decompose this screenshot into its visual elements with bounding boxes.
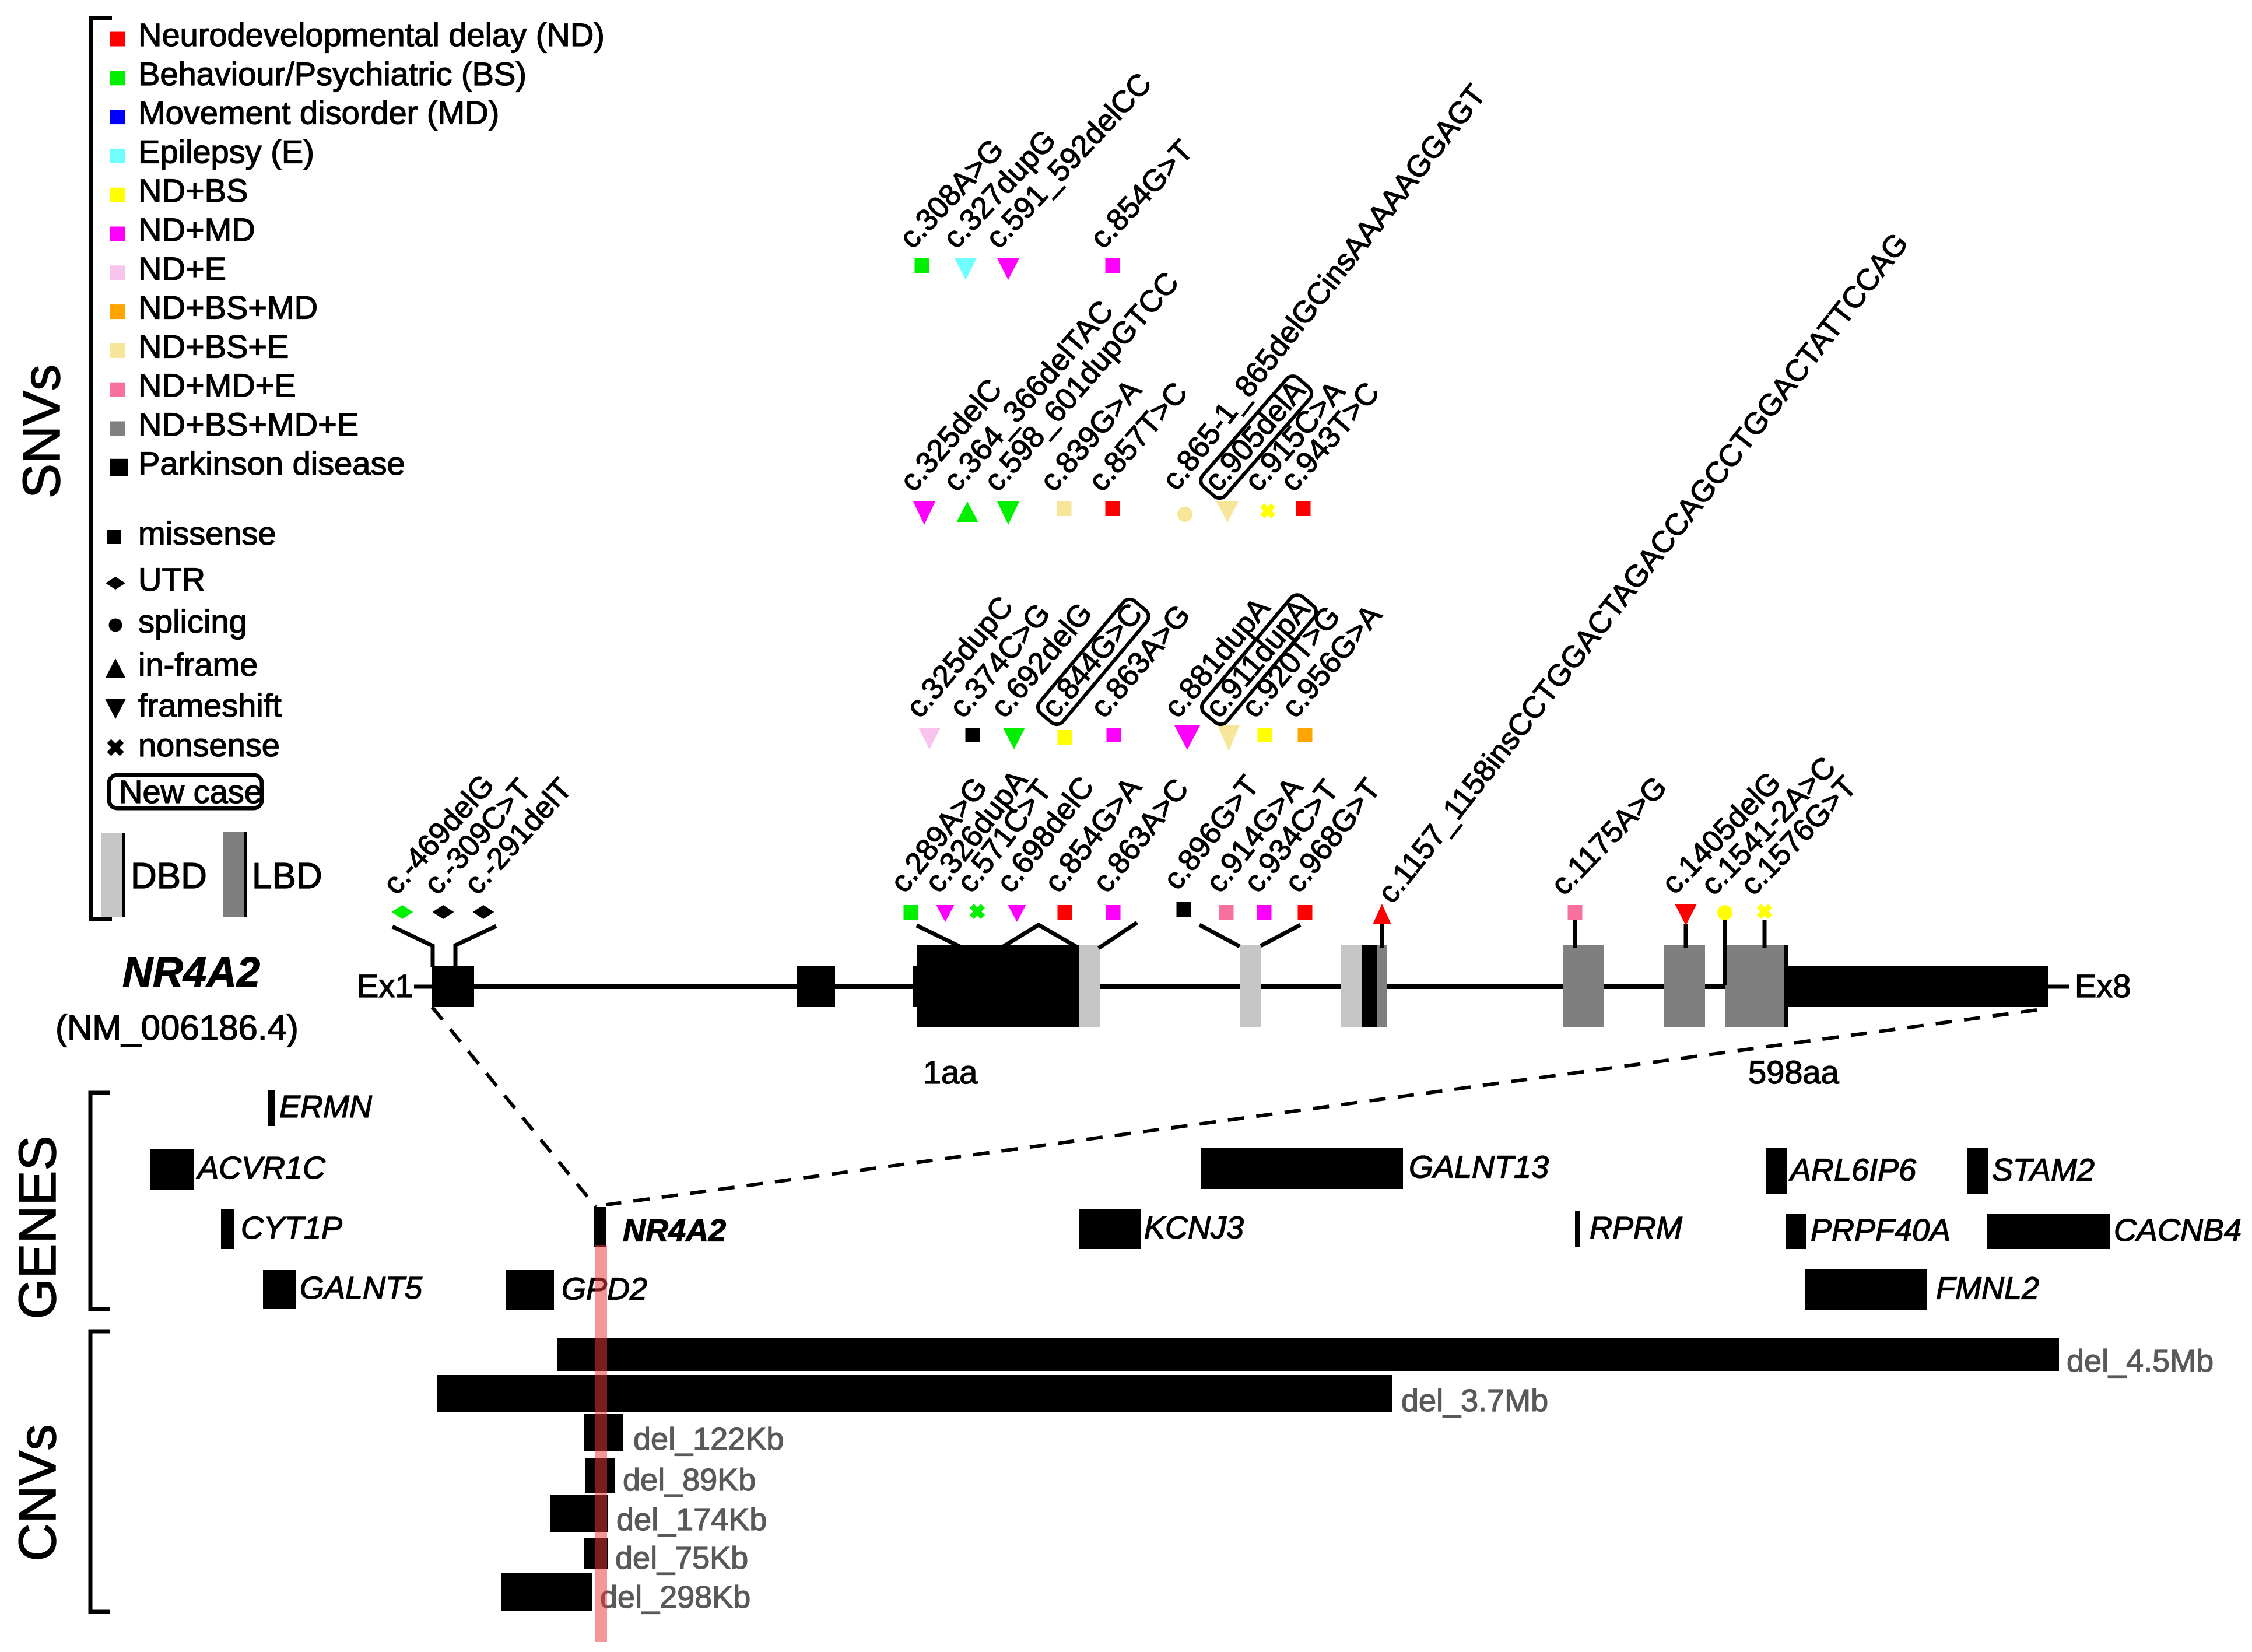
svg-text:DBD: DBD: [131, 856, 207, 896]
svg-text:(NM_006186.4): (NM_006186.4): [55, 1008, 299, 1047]
svg-text:GALNT5: GALNT5: [300, 1271, 423, 1306]
svg-text:missense: missense: [138, 515, 276, 552]
svg-text:splicing: splicing: [138, 603, 247, 640]
svg-text:STAM2: STAM2: [1992, 1153, 2095, 1188]
svg-text:ND+BS+E: ND+BS+E: [138, 328, 289, 364]
svg-text:Behaviour/Psychiatric (BS): Behaviour/Psychiatric (BS): [138, 55, 527, 92]
svg-text:SNVs: SNVs: [13, 364, 71, 499]
svg-text:ND+BS+MD: ND+BS+MD: [138, 289, 318, 326]
svg-text:GENES: GENES: [9, 1135, 67, 1319]
svg-text:NR4A2: NR4A2: [623, 1213, 726, 1248]
svg-text:ND+E: ND+E: [138, 250, 226, 287]
svg-text:del_75Kb: del_75Kb: [615, 1541, 748, 1576]
svg-text:Parkinson disease: Parkinson disease: [138, 445, 405, 482]
svg-text:ND+BS: ND+BS: [138, 172, 248, 209]
svg-text:del_4.5Mb: del_4.5Mb: [2067, 1344, 2214, 1379]
svg-text:frameshift: frameshift: [138, 687, 282, 724]
svg-text:LBD: LBD: [252, 856, 322, 896]
svg-text:del_122Kb: del_122Kb: [633, 1422, 784, 1457]
svg-text:598aa: 598aa: [1748, 1054, 1840, 1090]
svg-text:1aa: 1aa: [923, 1054, 978, 1090]
svg-text:KCNJ3: KCNJ3: [1144, 1211, 1244, 1246]
svg-text:del_174Kb: del_174Kb: [616, 1502, 767, 1537]
svg-text:Ex8: Ex8: [2075, 967, 2131, 1004]
svg-text:in-frame: in-frame: [138, 646, 258, 683]
svg-text:ND+MD: ND+MD: [138, 211, 255, 248]
svg-text:FMNL2: FMNL2: [1936, 1271, 2039, 1306]
svg-text:NR4A2: NR4A2: [122, 949, 260, 996]
svg-text:ND+BS+MD+E: ND+BS+MD+E: [138, 406, 359, 443]
svg-text:GALNT13: GALNT13: [1409, 1150, 1549, 1185]
svg-text:del_3.7Mb: del_3.7Mb: [1401, 1383, 1548, 1418]
svg-text:ND+MD+E: ND+MD+E: [138, 367, 296, 404]
svg-text:Neurodevelopmental delay (ND): Neurodevelopmental delay (ND): [138, 16, 605, 53]
svg-text:Epilepsy (E): Epilepsy (E): [138, 133, 314, 170]
svg-text:nonsense: nonsense: [138, 727, 280, 763]
svg-text:ACVR1C: ACVR1C: [196, 1151, 326, 1185]
svg-text:Ex1: Ex1: [357, 967, 413, 1004]
svg-text:del_89Kb: del_89Kb: [623, 1462, 756, 1497]
svg-text:CACNB4: CACNB4: [2114, 1213, 2242, 1248]
svg-text:Movement disorder (MD): Movement disorder (MD): [138, 94, 499, 131]
svg-text:UTR: UTR: [138, 561, 205, 598]
svg-text:PRPF40A: PRPF40A: [1811, 1213, 1951, 1248]
svg-text:del_298Kb: del_298Kb: [600, 1580, 750, 1615]
svg-text:CYT1P: CYT1P: [241, 1211, 342, 1246]
svg-text:RPRM: RPRM: [1590, 1211, 1682, 1246]
svg-text:ERMN: ERMN: [279, 1089, 373, 1124]
svg-text:CNVs: CNVs: [9, 1424, 67, 1561]
svg-text:ARL6IP6: ARL6IP6: [1788, 1153, 1917, 1188]
svg-text:New case: New case: [119, 773, 262, 810]
